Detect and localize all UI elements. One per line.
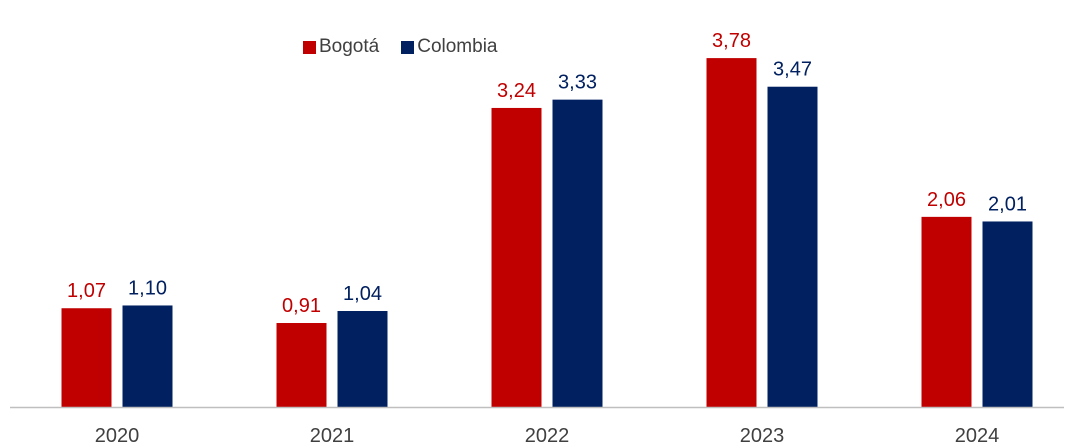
value-label-bogot-2023: 3,78 (712, 30, 751, 52)
bar-colombia-2022 (552, 99, 603, 408)
x-tick-label-2023: 2023 (740, 425, 785, 444)
bar-colombia-2023 (767, 86, 818, 408)
legend-swatch-bogota (303, 40, 316, 54)
x-tick-labels-group: 2020 2021 2022 2023 2024 (95, 425, 1000, 444)
bar-bogot-2024 (921, 216, 972, 407)
value-label-colombia-2023: 3,47 (773, 59, 812, 81)
legend-item-colombia: Colombia (401, 36, 498, 58)
value-labels-group: 1,07 1,10 0,91 1,04 3,24 3,33 3,78 3,47 2,06 2,01 (67, 30, 1027, 317)
value-label-bogot-2021: 0,91 (282, 295, 321, 317)
value-label-colombia-2021: 1,04 (343, 283, 382, 305)
bar-bogot-2021 (276, 323, 327, 407)
bar-colombia-2021 (337, 311, 388, 407)
x-tick-label-2022: 2022 (525, 425, 570, 444)
legend-item-bogota: Bogotá (303, 36, 379, 58)
legend-label-colombia: Colombia (417, 36, 498, 57)
bar-colombia-2024 (982, 221, 1033, 407)
value-label-bogot-2024: 2,06 (927, 189, 966, 211)
bars-group (61, 58, 1033, 408)
x-tick-label-2024: 2024 (955, 425, 1000, 444)
value-label-bogot-2020: 1,07 (67, 280, 106, 302)
legend-swatch-colombia (401, 40, 415, 54)
x-tick-label-2021: 2021 (310, 425, 355, 444)
bar-colombia-2020 (122, 305, 173, 407)
value-label-bogot-2022: 3,24 (497, 80, 536, 102)
value-label-colombia-2020: 1,10 (128, 277, 167, 299)
value-label-colombia-2022: 3,33 (558, 72, 597, 94)
bar-bogot-2023 (706, 58, 757, 408)
value-label-colombia-2024: 2,01 (988, 193, 1027, 215)
legend: Bogotá Colombia (303, 36, 498, 58)
x-tick-label-2020: 2020 (95, 425, 140, 444)
bar-bogot-2022 (491, 107, 542, 407)
legend-label-bogota: Bogotá (319, 36, 380, 57)
bar-bogot-2020 (61, 308, 112, 407)
